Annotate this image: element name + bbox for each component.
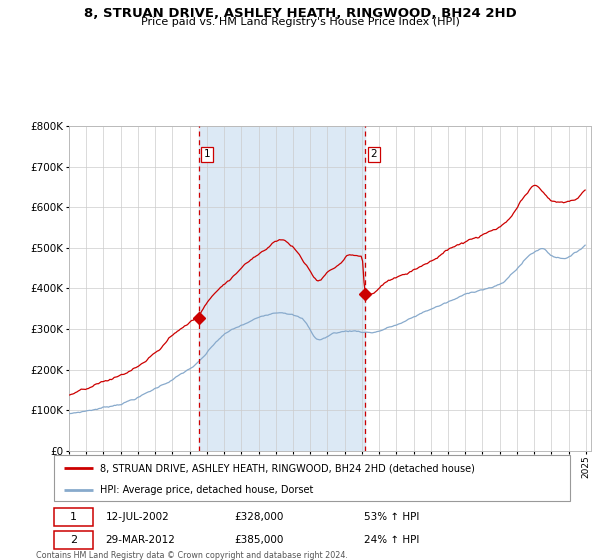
- Text: 8, STRUAN DRIVE, ASHLEY HEATH, RINGWOOD, BH24 2HD (detached house): 8, STRUAN DRIVE, ASHLEY HEATH, RINGWOOD,…: [100, 463, 475, 473]
- Text: HPI: Average price, detached house, Dorset: HPI: Average price, detached house, Dors…: [100, 485, 314, 494]
- Text: 24% ↑ HPI: 24% ↑ HPI: [364, 535, 419, 545]
- Text: 29-MAR-2012: 29-MAR-2012: [106, 535, 175, 545]
- Text: 2: 2: [70, 535, 77, 545]
- FancyBboxPatch shape: [54, 531, 92, 549]
- Text: Contains HM Land Registry data © Crown copyright and database right 2024.
This d: Contains HM Land Registry data © Crown c…: [36, 551, 348, 560]
- Text: 1: 1: [204, 150, 211, 160]
- Text: Price paid vs. HM Land Registry's House Price Index (HPI): Price paid vs. HM Land Registry's House …: [140, 17, 460, 27]
- Text: £328,000: £328,000: [235, 512, 284, 522]
- FancyBboxPatch shape: [54, 508, 92, 526]
- Text: 8, STRUAN DRIVE, ASHLEY HEATH, RINGWOOD, BH24 2HD: 8, STRUAN DRIVE, ASHLEY HEATH, RINGWOOD,…: [83, 7, 517, 20]
- Text: 1: 1: [70, 512, 77, 522]
- Text: 2: 2: [371, 150, 377, 160]
- Text: £385,000: £385,000: [235, 535, 284, 545]
- Text: 12-JUL-2002: 12-JUL-2002: [106, 512, 169, 522]
- Text: 53% ↑ HPI: 53% ↑ HPI: [364, 512, 419, 522]
- Bar: [199, 126, 365, 451]
